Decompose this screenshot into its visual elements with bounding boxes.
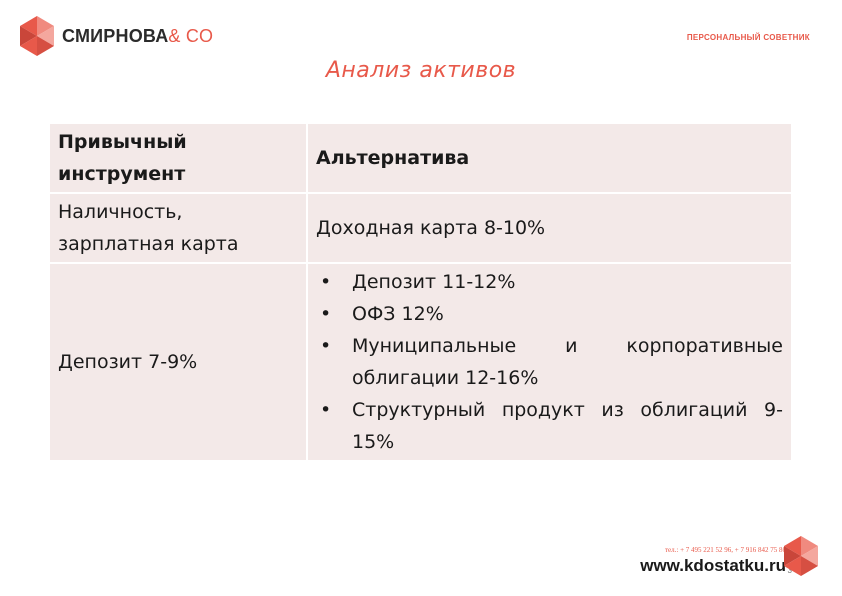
- list-item: Муниципальные и корпоративные облигации …: [316, 330, 783, 394]
- page-title: Анализ активов: [325, 58, 517, 83]
- table-header-row: Привычный инструмент Альтернатива: [48, 122, 793, 194]
- footer-contacts: тел.: + 7 495 221 52 96, + 7 916 842 75 …: [665, 546, 786, 554]
- table-row: Депозит 7-9% Депозит 11-12% ОФЗ 12% Муни…: [48, 262, 793, 462]
- brand-logo: СМИРНОВА& CO: [20, 16, 213, 56]
- list-item: Структурный продукт из облигаций 9-15%: [316, 394, 783, 458]
- brand-name: СМИРНОВА& CO: [62, 25, 214, 46]
- header-instrument: Привычный инструмент: [48, 122, 308, 194]
- table-row: Наличность, зарплатная карта Доходная ка…: [48, 192, 793, 264]
- comparison-table: Привычный инструмент Альтернатива Наличн…: [48, 122, 793, 462]
- row-alternatives: Депозит 11-12% ОФЗ 12% Муниципальные и к…: [306, 262, 793, 462]
- list-item: ОФЗ 12%: [316, 298, 783, 330]
- brand-suffix: & CO: [168, 25, 214, 46]
- row-alternative: Доходная карта 8-10%: [306, 192, 793, 264]
- row-instrument: Депозит 7-9%: [48, 262, 308, 462]
- slide-number: 3: [787, 566, 792, 575]
- logo-diamond-icon: [20, 16, 54, 56]
- list-item: Депозит 11-12%: [316, 266, 783, 298]
- footer-diamond-icon: [784, 536, 818, 576]
- row-instrument: Наличность, зарплатная карта: [48, 192, 308, 264]
- footer-website-link[interactable]: www.kdostatku.ru: [640, 556, 786, 575]
- alternatives-list: Депозит 11-12% ОФЗ 12% Муниципальные и к…: [316, 266, 783, 458]
- brand-tagline: ПЕРСОНАЛЬНЫЙ СОВЕТНИК: [686, 33, 810, 42]
- header-alternative: Альтернатива: [306, 122, 793, 194]
